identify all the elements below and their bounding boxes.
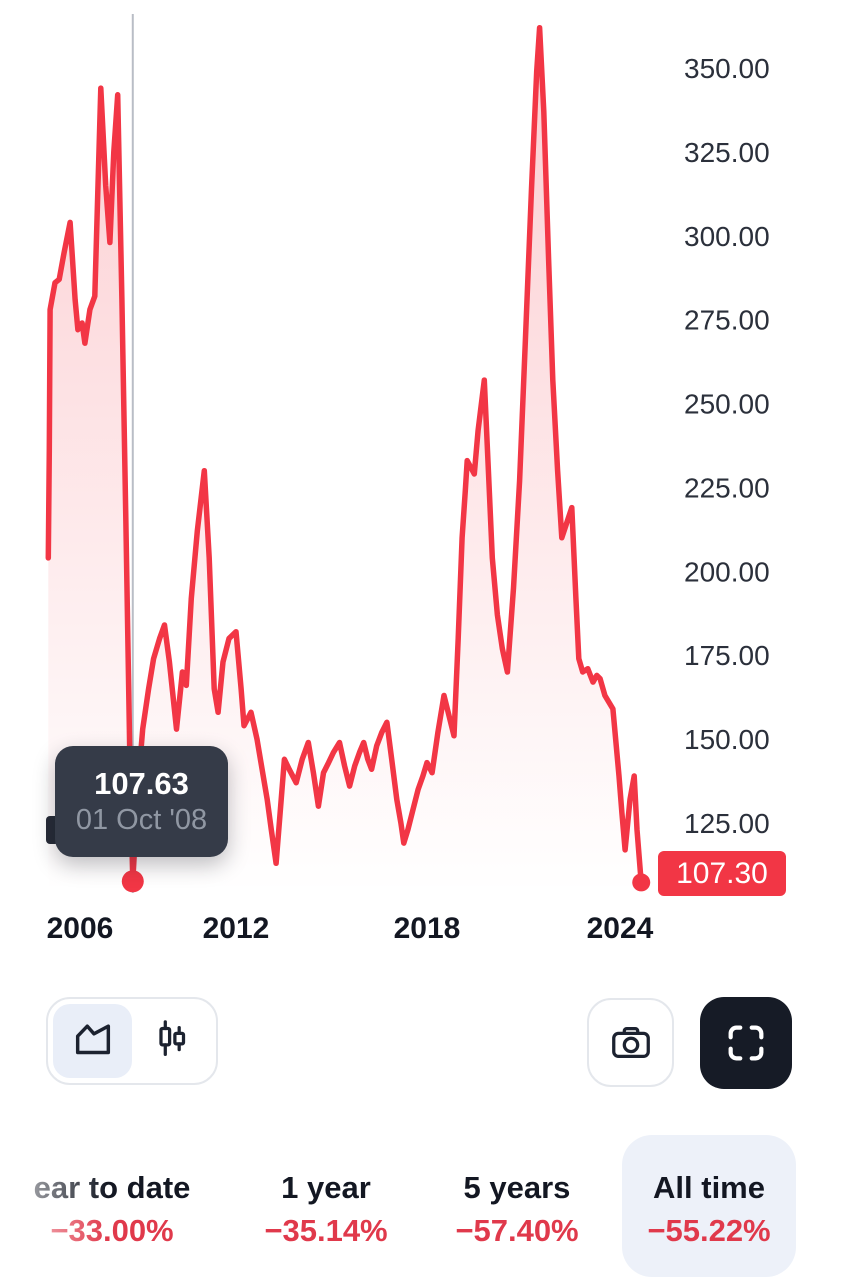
- price-tick-label: 325.00: [684, 137, 770, 168]
- period-label: ear to date: [33, 1170, 191, 1205]
- last-price-dot: [632, 873, 651, 892]
- period-stat-all-time[interactable]: All time −55.22%: [622, 1135, 796, 1277]
- period-change: −55.22%: [647, 1213, 771, 1248]
- price-chart[interactable]: 350.00 325.00 300.00 275.00 250.00 225.00 200.…: [0, 0, 842, 950]
- chart-type-area-button[interactable]: [53, 1004, 132, 1078]
- last-price-badge: 107.30: [658, 851, 786, 896]
- price-tick-label: 150.00: [684, 724, 770, 755]
- camera-icon: [611, 1026, 650, 1058]
- period-change: −35.14%: [264, 1213, 388, 1248]
- price-tick-label: 250.00: [684, 389, 770, 420]
- crosshair-tooltip: 107.63 01 Oct '08: [55, 746, 228, 857]
- area-fill: [48, 27, 642, 893]
- tooltip-price: 107.63: [94, 766, 189, 801]
- period-label: All time: [653, 1170, 765, 1205]
- time-tick-label: 2012: [203, 912, 270, 945]
- fullscreen-button[interactable]: [700, 997, 792, 1089]
- tooltip-date: 01 Oct '08: [75, 804, 208, 836]
- price-tick-label: 300.00: [684, 221, 770, 252]
- chart-type-candles-button[interactable]: [132, 1004, 211, 1078]
- snapshot-button[interactable]: [587, 998, 674, 1087]
- chart-type-toggle: [46, 997, 218, 1085]
- price-tick-label: 200.00: [684, 556, 770, 587]
- candles-icon: [158, 1020, 185, 1057]
- period-stat-year-to-date[interactable]: ear to date −33.00%: [12, 1135, 212, 1277]
- area-chart-icon: [75, 1024, 110, 1055]
- time-tick-label: 2006: [47, 912, 114, 945]
- period-change: −33.00%: [50, 1213, 174, 1248]
- crosshair-dot: [121, 870, 144, 893]
- period-change: −57.40%: [455, 1213, 579, 1248]
- price-tick-label: 125.00: [684, 808, 770, 839]
- period-label: 5 years: [463, 1170, 571, 1205]
- time-tick-label: 2024: [587, 912, 654, 945]
- period-label: 1 year: [281, 1170, 371, 1205]
- price-tick-label: 225.00: [684, 472, 770, 503]
- period-stat-1-year[interactable]: 1 year −35.14%: [226, 1135, 426, 1277]
- price-tick-label: 275.00: [684, 305, 770, 336]
- price-tick-label: 175.00: [684, 640, 770, 671]
- time-axis[interactable]: 2006 2012 2018 2024: [47, 912, 654, 945]
- price-axis[interactable]: 350.00 325.00 300.00 275.00 250.00 225.00 200.…: [684, 53, 770, 839]
- fullscreen-icon: [728, 1025, 764, 1061]
- time-tick-label: 2018: [394, 912, 461, 945]
- price-tick-label: 350.00: [684, 53, 770, 84]
- period-stat-5-years[interactable]: 5 years −57.40%: [417, 1135, 617, 1277]
